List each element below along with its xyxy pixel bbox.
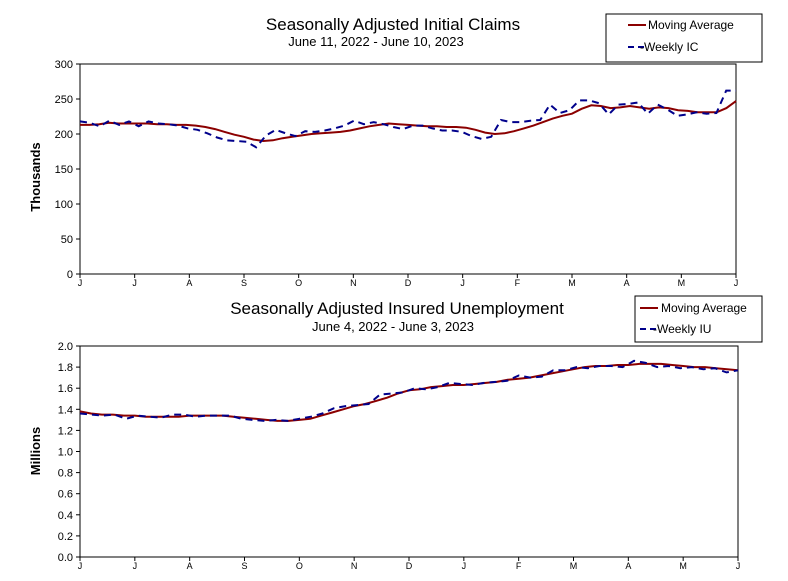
legend-box bbox=[605, 13, 763, 63]
y-tick-label: 100 bbox=[55, 199, 73, 211]
x-tick-label: D bbox=[406, 561, 413, 571]
y-tick-label: 1.8 bbox=[58, 362, 73, 374]
moving-average-line bbox=[79, 362, 739, 422]
legend-moving-average: Moving Average bbox=[661, 301, 747, 315]
legend: Moving Average -Weekly IC bbox=[605, 13, 763, 63]
x-tick-label: J bbox=[460, 278, 465, 288]
legend-weekly: -Weekly IU bbox=[653, 322, 711, 336]
y-tick-label: 2.0 bbox=[58, 341, 73, 353]
x-tick-label: S bbox=[241, 278, 247, 288]
legend-box bbox=[634, 295, 763, 343]
x-tick-label: J bbox=[78, 278, 83, 288]
y-tick-label: 0.4 bbox=[58, 510, 73, 522]
x-tick-label: N bbox=[351, 561, 358, 571]
y-tick-label: 0.2 bbox=[58, 531, 73, 543]
x-tick-label: A bbox=[624, 278, 630, 288]
x-tick-label: F bbox=[516, 561, 522, 571]
y-tick-label: 1.0 bbox=[58, 447, 73, 459]
chart-subtitle: June 4, 2022 - June 3, 2023 bbox=[312, 319, 474, 334]
chart-title: Seasonally Adjusted Initial Claims bbox=[266, 15, 520, 34]
x-tick-label: O bbox=[295, 278, 302, 288]
y-tick-label: 200 bbox=[55, 129, 73, 141]
y-tick-label: 1.6 bbox=[58, 383, 73, 395]
y-ticks: 0 50 100 150 200 250 300 bbox=[55, 59, 80, 281]
y-tick-label: 0.6 bbox=[58, 489, 73, 501]
y-tick-label: 50 bbox=[61, 234, 73, 246]
y-tick-label: 1.4 bbox=[58, 404, 73, 416]
x-tick-label: M bbox=[678, 278, 686, 288]
y-axis-label: Thousands bbox=[28, 142, 43, 211]
x-tick-label: J bbox=[734, 278, 739, 288]
x-tick-label: J bbox=[736, 561, 741, 571]
insured-unemployment-chart: Seasonally Adjusted Insured Unemployment… bbox=[28, 295, 763, 571]
y-tick-label: 300 bbox=[55, 59, 73, 71]
x-tick-label: S bbox=[241, 561, 247, 571]
y-tick-label: 250 bbox=[55, 94, 73, 106]
x-tick-label: M bbox=[679, 561, 687, 571]
y-tick-label: 0 bbox=[67, 269, 73, 281]
x-tick-label: J bbox=[462, 561, 467, 571]
plot-area bbox=[79, 345, 739, 558]
x-tick-label: O bbox=[296, 561, 303, 571]
x-tick-label: A bbox=[187, 561, 193, 571]
chart-title: Seasonally Adjusted Insured Unemployment bbox=[230, 299, 564, 318]
y-tick-label: 0.0 bbox=[58, 552, 73, 564]
legend-moving-average: Moving Average bbox=[648, 18, 734, 32]
x-tick-label: M bbox=[570, 561, 578, 571]
legend-weekly: -Weekly IC bbox=[640, 40, 699, 54]
legend: Moving Average -Weekly IU bbox=[634, 295, 763, 343]
y-axis-label: Millions bbox=[28, 427, 43, 475]
weekly-ic-line bbox=[79, 89, 736, 149]
x-tick-label: M bbox=[568, 278, 576, 288]
x-tick-label: A bbox=[625, 561, 631, 571]
x-tick-label: J bbox=[78, 561, 83, 571]
y-tick-label: 1.2 bbox=[58, 425, 73, 437]
y-ticks: 0.0 0.2 0.4 0.6 0.8 1.0 1.2 1.4 1.6 1.8 2.0 bbox=[58, 341, 80, 564]
initial-claims-chart: Seasonally Adjusted Initial Claims June … bbox=[28, 13, 763, 288]
weekly-iu-line bbox=[79, 359, 739, 422]
x-tick-label: A bbox=[186, 278, 192, 288]
plot-area bbox=[79, 63, 737, 275]
chart-subtitle: June 11, 2022 - June 10, 2023 bbox=[288, 34, 463, 49]
x-tick-label: J bbox=[132, 278, 137, 288]
y-tick-label: 150 bbox=[55, 164, 73, 176]
x-tick-label: J bbox=[133, 561, 138, 571]
x-tick-label: F bbox=[515, 278, 521, 288]
moving-average-line bbox=[80, 100, 737, 143]
y-tick-label: 0.8 bbox=[58, 468, 73, 480]
x-tick-label: D bbox=[405, 278, 412, 288]
x-tick-label: N bbox=[350, 278, 357, 288]
